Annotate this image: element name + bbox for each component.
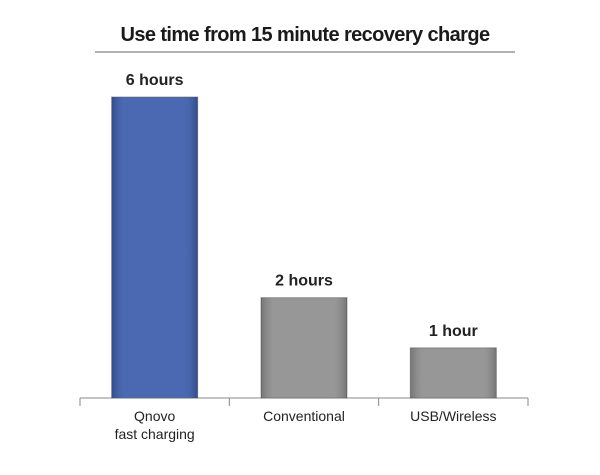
value-label: 2 hours	[275, 273, 333, 290]
x-tick-label: Qnovo fast charging	[114, 408, 195, 442]
value-label: 1 hour	[429, 323, 478, 340]
x-tick-label: USB/Wireless	[410, 408, 497, 424]
chart-title: Use time from 15 minute recovery charge	[121, 24, 490, 46]
value-label: 6 hours	[126, 72, 184, 89]
bar-shade	[111, 97, 198, 398]
bar-shade	[410, 347, 497, 398]
x-tick-label: Conventional	[263, 408, 345, 424]
bar-shade	[261, 297, 347, 398]
